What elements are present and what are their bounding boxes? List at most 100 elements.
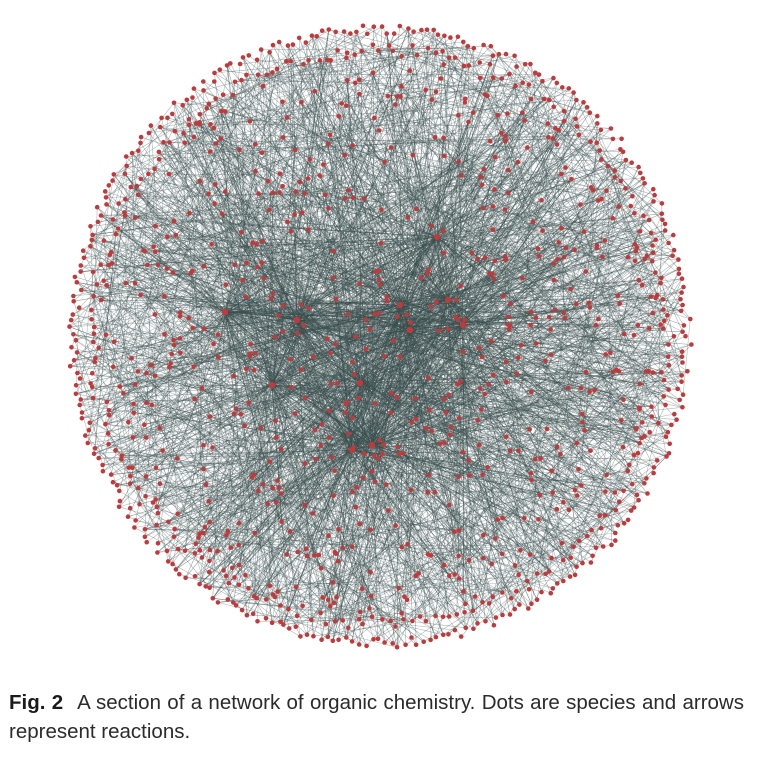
reaction-arrow xyxy=(234,329,411,578)
reaction-arrow xyxy=(271,50,362,623)
reaction-arrow xyxy=(286,61,401,357)
species-dot xyxy=(501,294,506,299)
reaction-arrow xyxy=(436,141,591,238)
species-dot xyxy=(680,329,685,335)
reaction-arrow xyxy=(318,299,449,556)
reaction-arrow xyxy=(76,282,465,613)
reaction-arrow xyxy=(130,223,666,477)
species-dot xyxy=(456,576,462,581)
reaction-arrow xyxy=(462,65,470,453)
reaction-arrow xyxy=(156,31,336,507)
species-dot xyxy=(146,171,151,177)
species-dot xyxy=(456,474,461,480)
reaction-arrow xyxy=(262,85,506,260)
reaction-arrow xyxy=(275,230,543,503)
reaction-arrow xyxy=(75,347,99,394)
reaction-arrow xyxy=(430,132,502,307)
reaction-arrow xyxy=(483,81,543,170)
reaction-arrow xyxy=(208,252,472,502)
species-dot xyxy=(631,505,637,510)
reaction-arrow xyxy=(194,576,444,636)
species-dot xyxy=(650,258,655,264)
species-dot xyxy=(251,594,257,599)
species-dot xyxy=(270,291,276,296)
reaction-arrow xyxy=(436,236,645,484)
species-dot xyxy=(561,108,567,114)
species-dot xyxy=(380,617,385,622)
reaction-arrow xyxy=(179,316,347,405)
species-dot xyxy=(330,580,336,585)
species-dot xyxy=(270,592,276,597)
species-dot xyxy=(133,518,138,523)
species-dot xyxy=(222,109,228,114)
species-dot xyxy=(641,213,646,218)
species-dot xyxy=(679,290,684,295)
reaction-arrow xyxy=(582,213,663,423)
reaction-arrow xyxy=(488,384,670,445)
reaction-arrow xyxy=(157,193,209,544)
reaction-arrow xyxy=(359,382,624,492)
reaction-arrow xyxy=(261,241,298,334)
species-dot xyxy=(131,410,136,416)
reaction-arrow xyxy=(516,129,602,592)
reaction-arrow xyxy=(352,491,450,617)
reaction-arrow xyxy=(239,149,376,315)
reaction-arrow xyxy=(128,213,635,468)
species-dot xyxy=(546,314,552,320)
species-dot xyxy=(394,394,400,400)
reaction-arrow xyxy=(614,170,667,457)
species-dot xyxy=(562,316,568,321)
species-dot xyxy=(346,625,351,631)
reaction-arrow xyxy=(93,333,371,573)
reaction-arrow xyxy=(271,28,409,386)
species-dot xyxy=(153,224,158,229)
species-dot xyxy=(546,97,552,103)
reaction-arrow xyxy=(431,144,558,227)
species-dot xyxy=(302,461,308,466)
reaction-arrow xyxy=(371,256,506,472)
species-dot xyxy=(284,59,289,64)
species-dot xyxy=(490,204,496,209)
reaction-arrow xyxy=(188,124,297,587)
reaction-arrow xyxy=(436,236,664,329)
reaction-arrow xyxy=(287,45,583,415)
species-dot xyxy=(197,121,202,127)
species-dot xyxy=(215,548,220,554)
reaction-arrow xyxy=(118,228,428,274)
species-dot xyxy=(388,618,394,624)
reaction-arrow xyxy=(359,382,652,407)
species-dot xyxy=(244,72,249,78)
reaction-arrow xyxy=(406,55,494,315)
reaction-arrow xyxy=(179,112,523,339)
reaction-arrow xyxy=(295,364,670,627)
species-dot xyxy=(556,240,561,245)
reaction-arrow xyxy=(279,137,444,174)
reaction-arrow xyxy=(110,97,193,475)
reaction-arrow xyxy=(253,150,296,597)
reaction-arrow xyxy=(73,334,602,529)
species-dot xyxy=(433,233,441,241)
species-dot xyxy=(312,427,318,433)
reaction-arrow xyxy=(322,30,645,184)
reaction-arrow xyxy=(356,31,449,301)
species-dot xyxy=(526,587,532,592)
species-dot xyxy=(251,367,257,373)
reaction-arrow xyxy=(280,44,484,494)
species-dot xyxy=(463,601,468,607)
species-dot xyxy=(623,157,629,163)
reaction-arrow xyxy=(132,384,273,438)
species-dot xyxy=(627,462,632,468)
reaction-arrow xyxy=(345,404,583,564)
species-dot xyxy=(117,384,123,389)
species-dot xyxy=(192,396,197,402)
reaction-arrow xyxy=(169,26,383,143)
species-dot xyxy=(343,410,348,416)
reaction-arrow xyxy=(327,143,405,597)
species-dot xyxy=(134,183,140,189)
species-dot xyxy=(427,407,432,413)
reaction-arrow xyxy=(219,69,388,297)
species-dot xyxy=(182,548,188,554)
reaction-arrow xyxy=(308,60,361,384)
reaction-arrow xyxy=(277,121,469,481)
reaction-arrow xyxy=(282,137,411,331)
